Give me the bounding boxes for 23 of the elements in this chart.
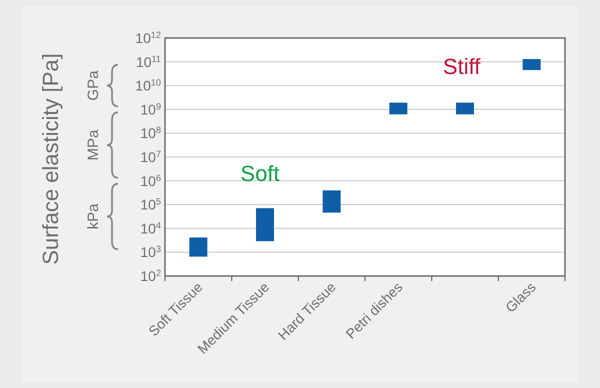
bar — [389, 102, 408, 114]
y-tick-label: 10$^{12}$ — [135, 30, 161, 46]
y-tick-label: 10$^{7}$ — [140, 149, 161, 165]
text: MPa — [85, 129, 102, 161]
y-tick-label: 10$^{3}$ — [140, 244, 161, 260]
y-tick-label: 10$^{6}$ — [140, 172, 161, 189]
bar — [256, 208, 274, 242]
y-tick-label: 10$^{5}$ — [140, 196, 161, 213]
text: kPa — [85, 202, 102, 230]
bar — [456, 102, 474, 114]
annotation: Soft — [240, 160, 280, 186]
annotation: Stiff — [442, 54, 482, 80]
text: GPa — [85, 70, 102, 101]
y-tick-label: 10$^{2}$ — [140, 268, 161, 284]
y-tick-label: 10$^{8}$ — [140, 125, 161, 142]
y-tick-label: 10$^{11}$ — [136, 54, 161, 70]
bar — [322, 190, 341, 213]
bar — [189, 237, 208, 257]
bar — [522, 59, 541, 70]
y-tick-label: 10$^{4}$ — [140, 220, 161, 236]
y-axis-title: Surface elasticity [Pa] — [38, 53, 63, 265]
y-tick-label: 10$^{10}$ — [135, 78, 161, 94]
y-tick-label: 10$^{9}$ — [140, 101, 161, 118]
